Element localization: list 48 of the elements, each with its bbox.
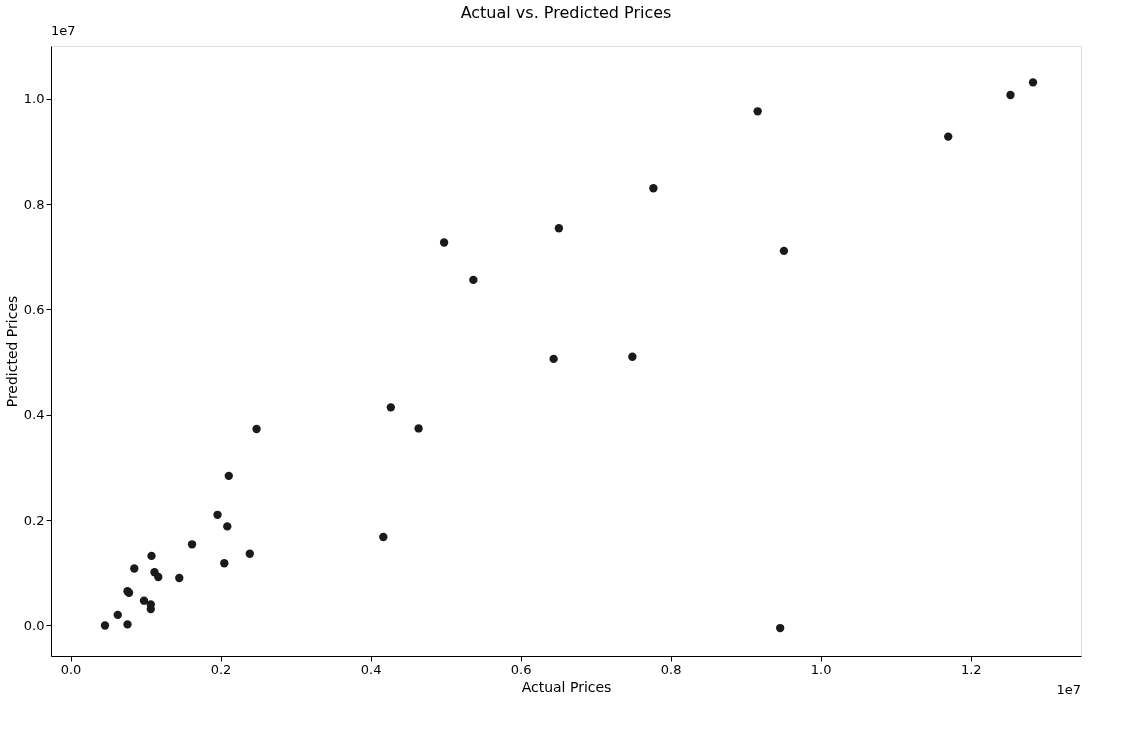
point bbox=[113, 610, 122, 620]
point bbox=[147, 551, 156, 561]
x-tick-label: 0.0 bbox=[60, 661, 82, 677]
point bbox=[1028, 78, 1038, 87]
point bbox=[628, 352, 637, 361]
point bbox=[549, 354, 558, 364]
point bbox=[439, 238, 449, 247]
point bbox=[775, 623, 785, 633]
point bbox=[386, 403, 396, 412]
point bbox=[175, 573, 184, 583]
point bbox=[554, 224, 564, 233]
point bbox=[245, 549, 254, 558]
y-tick-label: 0.8 bbox=[23, 196, 45, 212]
point bbox=[139, 596, 149, 605]
point bbox=[779, 246, 789, 256]
text: 1e7 bbox=[1056, 682, 1081, 697]
y-axis-title: Predicted Prices bbox=[3, 295, 20, 408]
point bbox=[223, 522, 232, 531]
point bbox=[224, 471, 233, 481]
x-tick-label: 0.4 bbox=[360, 661, 382, 677]
x-axis-title: Actual Prices bbox=[521, 678, 612, 695]
point bbox=[944, 132, 953, 141]
x-tick-label: 0.8 bbox=[660, 661, 682, 677]
point bbox=[414, 424, 423, 433]
point bbox=[123, 620, 132, 629]
point bbox=[130, 564, 139, 573]
x-tick-label: 0.2 bbox=[210, 661, 232, 677]
point bbox=[379, 532, 388, 542]
point bbox=[100, 621, 110, 630]
point bbox=[252, 424, 261, 434]
text: 1e7 bbox=[51, 23, 76, 38]
point bbox=[649, 184, 658, 193]
y-tick-label: 1.0 bbox=[23, 91, 45, 107]
x-tick-label: 1.2 bbox=[960, 661, 982, 677]
point bbox=[753, 107, 762, 116]
point bbox=[469, 275, 478, 285]
y-tick-label: 0.6 bbox=[23, 301, 45, 317]
point bbox=[213, 510, 222, 519]
point bbox=[154, 572, 163, 582]
point bbox=[1006, 90, 1015, 100]
x-tick-label: 1.0 bbox=[810, 661, 832, 677]
y-tick-label: 0.0 bbox=[23, 617, 45, 633]
point bbox=[187, 540, 197, 549]
chart-title: Actual vs. Predicted Prices bbox=[460, 3, 672, 22]
x-tick-label: 0.6 bbox=[510, 661, 532, 677]
point bbox=[220, 559, 229, 568]
y-tick-label: 0.2 bbox=[23, 512, 45, 528]
y-tick-label: 0.4 bbox=[23, 407, 45, 423]
